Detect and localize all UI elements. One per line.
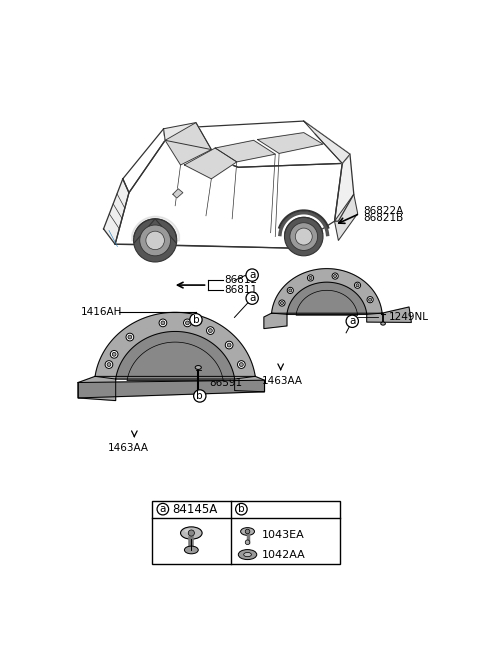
Polygon shape bbox=[165, 123, 211, 165]
Text: 1042AA: 1042AA bbox=[262, 550, 305, 560]
Ellipse shape bbox=[184, 529, 192, 533]
Polygon shape bbox=[367, 307, 411, 322]
Circle shape bbox=[367, 297, 373, 303]
Circle shape bbox=[289, 289, 292, 292]
Circle shape bbox=[369, 298, 372, 301]
Polygon shape bbox=[116, 331, 235, 380]
Text: 84145A: 84145A bbox=[172, 502, 217, 516]
Circle shape bbox=[126, 333, 134, 341]
Bar bbox=[152, 501, 340, 564]
Polygon shape bbox=[95, 312, 255, 379]
Circle shape bbox=[295, 228, 312, 245]
Polygon shape bbox=[78, 377, 116, 401]
Text: 1416AH: 1416AH bbox=[81, 307, 122, 317]
Text: 1463AA: 1463AA bbox=[262, 375, 302, 386]
Polygon shape bbox=[264, 313, 287, 329]
Ellipse shape bbox=[238, 550, 257, 560]
Polygon shape bbox=[164, 123, 211, 150]
Text: b: b bbox=[196, 391, 203, 401]
Ellipse shape bbox=[240, 527, 254, 535]
Text: 86811: 86811 bbox=[225, 285, 258, 295]
Polygon shape bbox=[123, 129, 165, 193]
Polygon shape bbox=[173, 189, 183, 198]
Circle shape bbox=[332, 273, 338, 279]
Text: 1463AA: 1463AA bbox=[108, 443, 148, 453]
Circle shape bbox=[112, 352, 116, 356]
Circle shape bbox=[128, 335, 132, 339]
Circle shape bbox=[107, 363, 111, 367]
Circle shape bbox=[356, 283, 359, 287]
Text: 86591: 86591 bbox=[209, 378, 242, 388]
Circle shape bbox=[206, 327, 214, 335]
Text: 1043EA: 1043EA bbox=[262, 529, 304, 540]
Circle shape bbox=[238, 361, 245, 369]
Polygon shape bbox=[104, 179, 129, 244]
Polygon shape bbox=[258, 133, 323, 154]
Circle shape bbox=[240, 363, 243, 367]
Circle shape bbox=[227, 343, 231, 347]
Circle shape bbox=[159, 319, 167, 327]
Circle shape bbox=[161, 321, 165, 325]
Circle shape bbox=[193, 390, 206, 402]
Circle shape bbox=[225, 341, 233, 349]
Circle shape bbox=[185, 321, 189, 325]
Circle shape bbox=[287, 287, 293, 293]
Polygon shape bbox=[235, 377, 264, 392]
Circle shape bbox=[246, 269, 258, 281]
Ellipse shape bbox=[244, 552, 252, 557]
Circle shape bbox=[308, 275, 313, 281]
Circle shape bbox=[146, 231, 164, 250]
Polygon shape bbox=[304, 121, 350, 163]
Polygon shape bbox=[215, 140, 275, 162]
Text: b: b bbox=[192, 315, 199, 325]
Circle shape bbox=[346, 315, 359, 327]
Circle shape bbox=[105, 361, 113, 369]
Circle shape bbox=[188, 530, 194, 536]
Text: 86812: 86812 bbox=[225, 276, 258, 285]
Ellipse shape bbox=[195, 365, 201, 369]
Circle shape bbox=[354, 282, 360, 289]
Polygon shape bbox=[335, 154, 354, 221]
Circle shape bbox=[140, 225, 170, 256]
Text: 86821B: 86821B bbox=[363, 213, 403, 223]
Text: a: a bbox=[249, 270, 255, 280]
Polygon shape bbox=[115, 140, 342, 248]
Polygon shape bbox=[164, 121, 350, 167]
Polygon shape bbox=[335, 194, 358, 240]
Wedge shape bbox=[133, 219, 177, 262]
Circle shape bbox=[183, 319, 191, 327]
Circle shape bbox=[208, 329, 212, 333]
Circle shape bbox=[245, 540, 250, 544]
Circle shape bbox=[245, 529, 250, 534]
Polygon shape bbox=[78, 380, 264, 398]
Polygon shape bbox=[184, 148, 237, 179]
Circle shape bbox=[236, 503, 247, 515]
Circle shape bbox=[285, 217, 323, 256]
Polygon shape bbox=[272, 269, 382, 314]
Circle shape bbox=[246, 292, 258, 304]
Circle shape bbox=[190, 314, 202, 326]
Text: a: a bbox=[349, 316, 356, 326]
Text: a: a bbox=[249, 293, 255, 303]
Circle shape bbox=[280, 302, 284, 304]
Ellipse shape bbox=[184, 546, 198, 554]
Text: 86822A: 86822A bbox=[363, 206, 403, 216]
Circle shape bbox=[290, 222, 318, 251]
Text: 1249NL: 1249NL bbox=[388, 312, 429, 322]
Ellipse shape bbox=[180, 527, 202, 539]
Text: a: a bbox=[160, 504, 166, 514]
Ellipse shape bbox=[381, 322, 385, 325]
Text: b: b bbox=[238, 504, 245, 514]
Circle shape bbox=[157, 503, 168, 515]
Circle shape bbox=[309, 276, 312, 279]
Circle shape bbox=[110, 350, 118, 358]
Circle shape bbox=[279, 300, 285, 306]
Polygon shape bbox=[287, 282, 367, 315]
Circle shape bbox=[334, 274, 336, 277]
